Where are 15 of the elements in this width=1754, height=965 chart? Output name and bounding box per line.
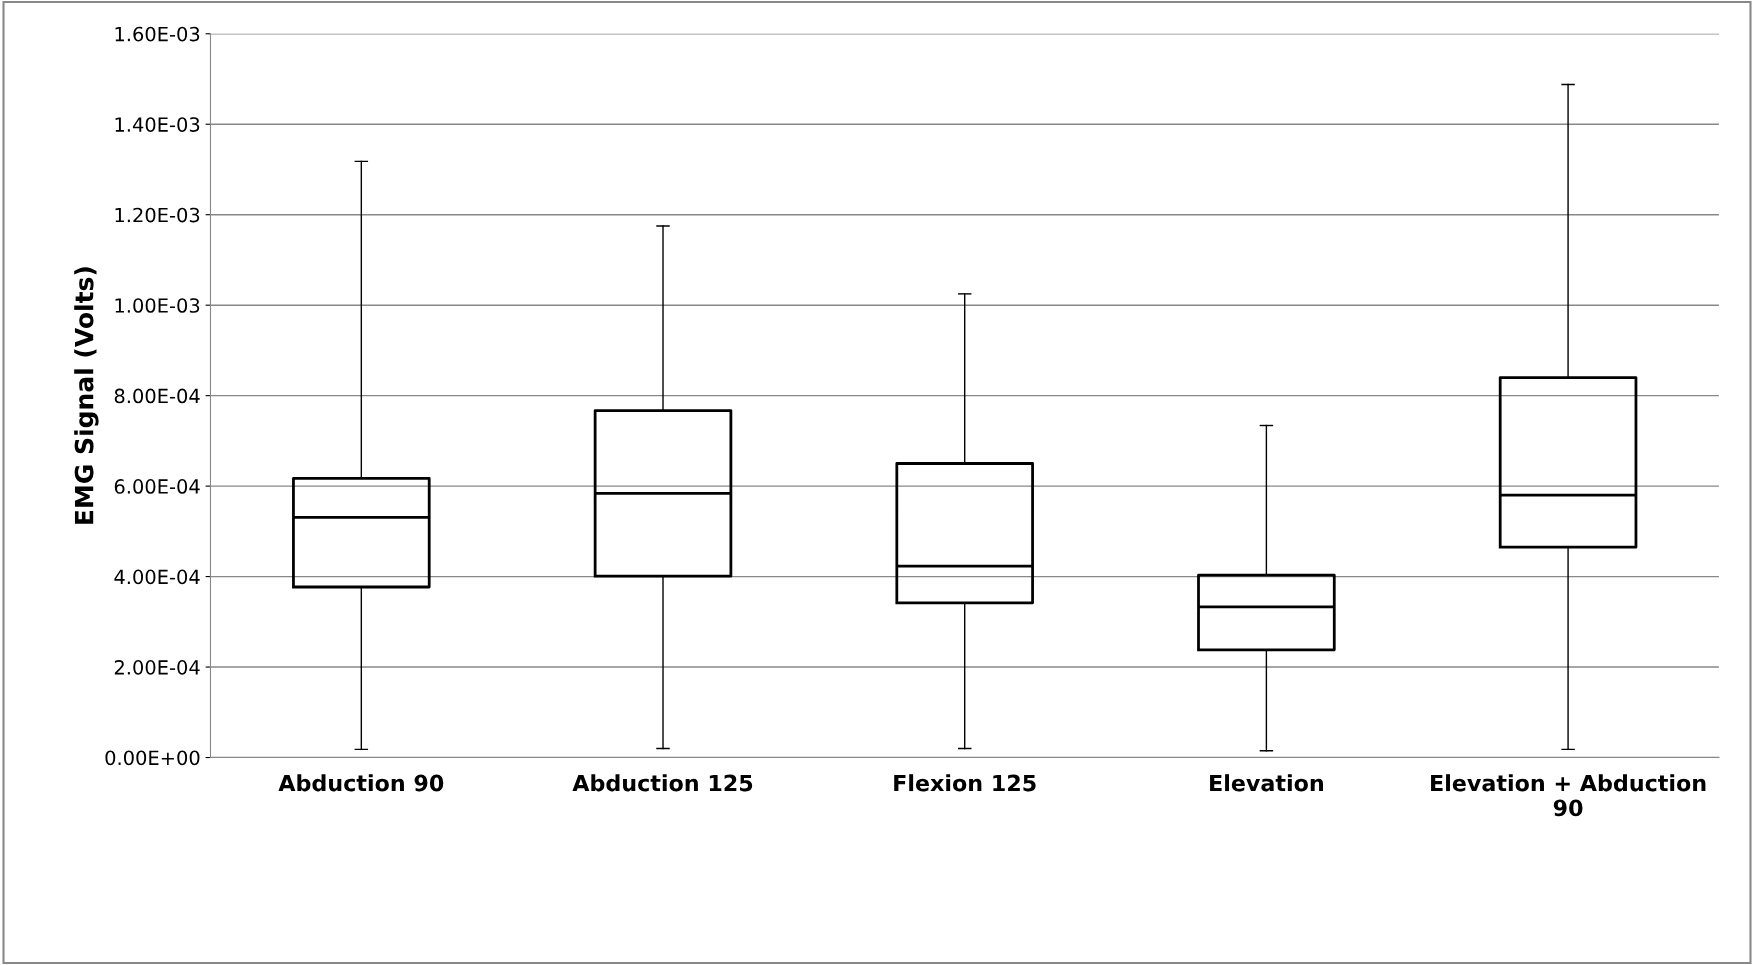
x-tick-label: Elevation [1210,774,1323,792]
y-tick-label: 1.60E-03 [115,26,200,42]
y-tick-label: 1.20E-03 [115,207,200,223]
x-tick-label: Flexion 125 [894,774,1036,792]
y-tick-label: 6.00E-04 [114,479,200,494]
x-tick-label: Abduction 90 [278,774,444,792]
y-axis-title: EMG Signal (Volts) [74,267,99,524]
y-tick-label: 4.00E-04 [114,569,200,585]
y-tick-label: 8.00E-04 [114,388,200,404]
y-tick-label: 1.00E-03 [115,298,200,313]
x-tick-label: Abduction 125 [572,774,753,792]
y-tick-label: 0.00E+00 [105,750,200,766]
y-tick-label: 1.40E-03 [115,117,200,132]
y-tick-label: 2.00E-04 [114,660,200,675]
x-tick-label: Elevation + Abduction 90 [1431,774,1706,817]
